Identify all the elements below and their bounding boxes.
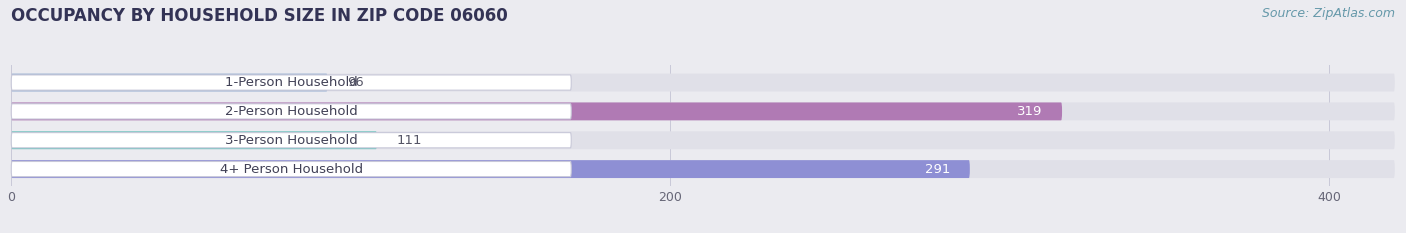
Text: 291: 291 (925, 163, 950, 176)
FancyBboxPatch shape (11, 133, 571, 148)
Text: OCCUPANCY BY HOUSEHOLD SIZE IN ZIP CODE 06060: OCCUPANCY BY HOUSEHOLD SIZE IN ZIP CODE … (11, 7, 508, 25)
FancyBboxPatch shape (11, 161, 571, 177)
Text: 96: 96 (347, 76, 364, 89)
FancyBboxPatch shape (11, 104, 571, 119)
Text: 3-Person Household: 3-Person Household (225, 134, 357, 147)
FancyBboxPatch shape (11, 75, 571, 90)
Text: 4+ Person Household: 4+ Person Household (219, 163, 363, 176)
Text: 111: 111 (396, 134, 422, 147)
FancyBboxPatch shape (11, 74, 1395, 92)
FancyBboxPatch shape (11, 160, 970, 178)
FancyBboxPatch shape (11, 103, 1062, 120)
Text: 1-Person Household: 1-Person Household (225, 76, 357, 89)
FancyBboxPatch shape (11, 160, 1395, 178)
FancyBboxPatch shape (11, 131, 1395, 149)
FancyBboxPatch shape (11, 131, 377, 149)
FancyBboxPatch shape (11, 74, 328, 92)
FancyBboxPatch shape (11, 103, 1395, 120)
Text: 2-Person Household: 2-Person Household (225, 105, 357, 118)
Text: 319: 319 (1017, 105, 1042, 118)
Text: Source: ZipAtlas.com: Source: ZipAtlas.com (1261, 7, 1395, 20)
